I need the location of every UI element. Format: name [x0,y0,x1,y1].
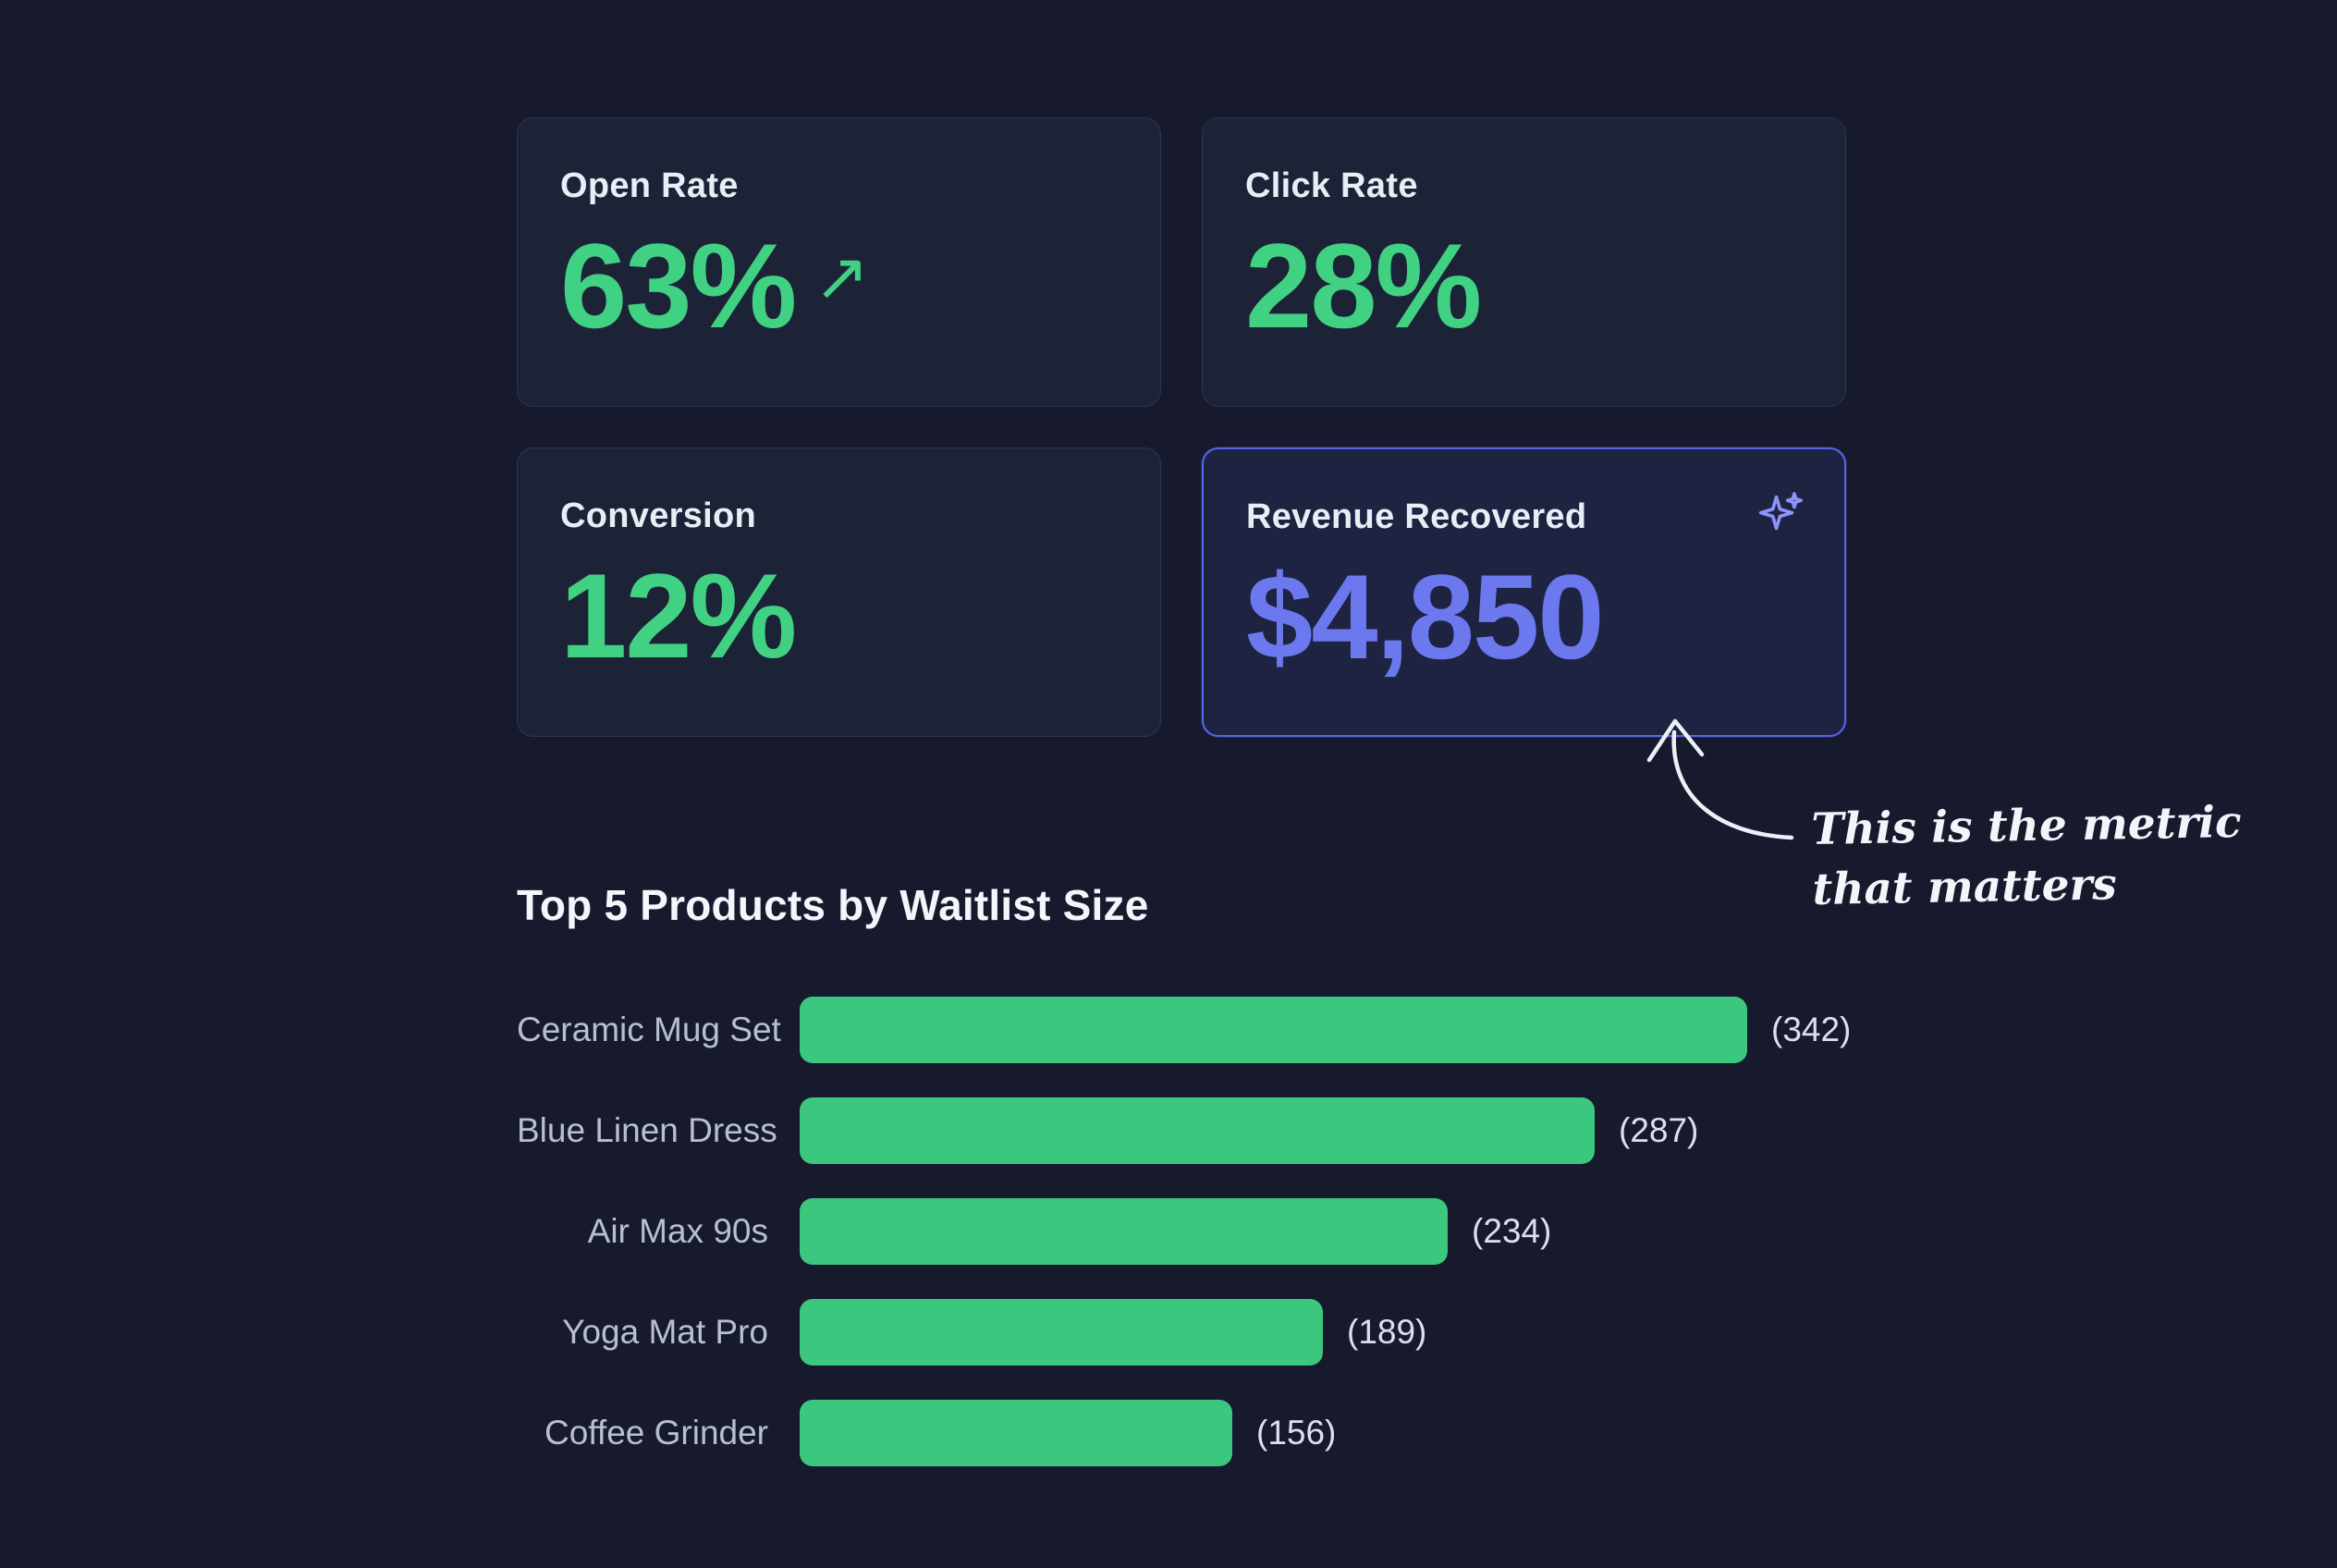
bar-value-label: (342) [1771,1011,1852,1048]
bar-label: Blue Linen Dress [517,1111,777,1149]
revenue-recovered-card: Revenue Recovered $4,850 [1202,447,1846,737]
card-label: Click Rate [1245,166,1418,205]
chart-title: Top 5 Products by Waitlist Size [517,881,1149,929]
open-rate-card: Open Rate 63% ↗ [517,117,1161,407]
card-value: 12% [560,548,797,683]
card-value: 28% [1245,218,1482,353]
card-value: 63% ↗ [560,223,1118,349]
bar-label: Air Max 90s [587,1212,768,1250]
bar-value-label: (287) [1619,1111,1699,1149]
sparkles-icon [1758,492,1803,531]
annotation-note: This is the metric that matters [1811,793,2243,921]
card-label: Conversion [560,496,757,535]
bar-value-label: (234) [1472,1212,1552,1250]
bar-label: Ceramic Mug Set [517,1011,781,1048]
bar-value-label: (189) [1347,1313,1427,1351]
card-value: $4,850 [1246,549,1605,684]
bar-row: Yoga Mat Pro (189) [517,1299,1851,1366]
card-label: Open Rate [560,166,739,205]
conversion-card: Conversion 12% [517,447,1161,737]
metric-cards-grid: Open Rate 63% ↗ Click Rate 28% Conversion… [517,117,1846,737]
bar-label: Yoga Mat Pro [562,1313,768,1351]
bar-row: Ceramic Mug Set (342) [517,997,1851,1063]
bar-value-label: (156) [1256,1414,1337,1452]
bar-row: Blue Linen Dress (287) [517,1097,1851,1164]
bar [800,1097,1595,1164]
open-rate-value: 63% [560,218,797,353]
bar [800,1400,1232,1466]
bar-row: Air Max 90s (234) [517,1198,1851,1265]
bar-label: Coffee Grinder [544,1414,768,1452]
bar [800,1198,1448,1265]
card-label: Revenue Recovered [1246,497,1587,536]
arrow-up-right-icon: ↗ [814,240,870,314]
bar [800,1299,1323,1366]
annotation-line-1: This is the metric [1810,796,2243,856]
annotation-line-2: that matters [1812,859,2118,915]
click-rate-card: Click Rate 28% [1202,117,1846,407]
bar [800,997,1747,1063]
bar-row: Coffee Grinder (156) [517,1400,1851,1466]
waitlist-bar-chart: Ceramic Mug Set (342) Blue Linen Dress (… [517,997,1851,1501]
